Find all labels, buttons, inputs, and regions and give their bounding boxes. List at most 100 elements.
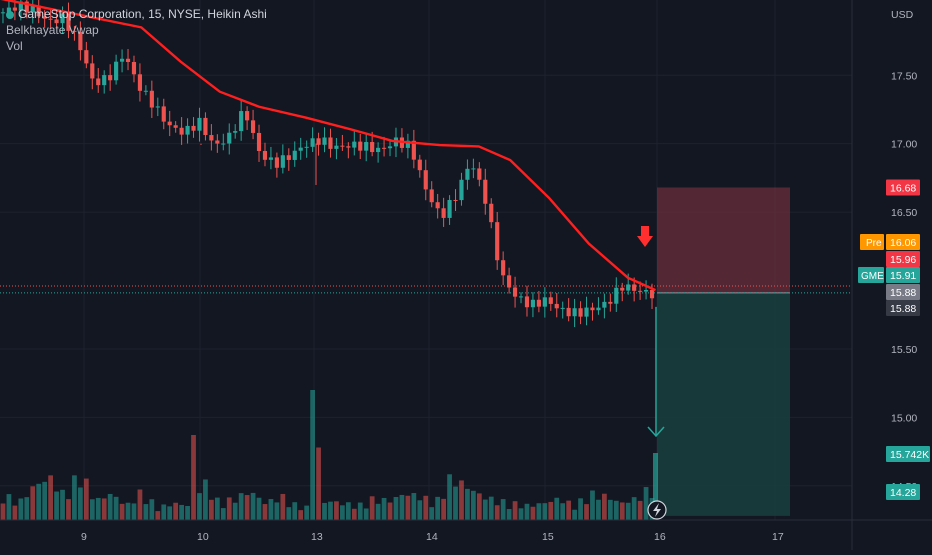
- volume-bar: [387, 502, 393, 520]
- volume-bar: [548, 501, 554, 520]
- volume-tag-bg: [886, 446, 930, 462]
- candle-body: [54, 19, 59, 24]
- candle-body: [250, 120, 256, 133]
- stop-price-tag: 16.68: [890, 182, 916, 194]
- volume-bar: [286, 507, 292, 520]
- volume-bar: [423, 495, 429, 520]
- volume-bar: [274, 502, 280, 520]
- volume-tag: 15.742K: [890, 449, 929, 461]
- candle-body: [465, 168, 470, 180]
- target-price-tag: 14.28: [890, 487, 916, 499]
- volume-bar: [214, 497, 220, 520]
- stop-loss-zone[interactable]: [657, 187, 790, 293]
- volume-bar: [173, 502, 179, 520]
- volume-bar: [465, 488, 470, 520]
- candle-body: [471, 168, 476, 170]
- y-tick-label: 15.00: [891, 412, 917, 424]
- candle-body: [370, 142, 375, 153]
- volume-bar: [66, 499, 71, 520]
- volume-bar: [185, 506, 190, 520]
- volume-bar: [12, 505, 18, 520]
- candle-body: [512, 287, 518, 297]
- indicator-belkhayate-vwap[interactable]: Belkhayate Vwap: [6, 23, 99, 37]
- volume-bar: [536, 503, 542, 520]
- volume-bar: [494, 505, 500, 520]
- volume-bar: [435, 496, 441, 520]
- candle-body: [66, 13, 71, 31]
- candle-body: [96, 78, 101, 86]
- candle-body: [239, 111, 244, 132]
- target-price-tag-bg: [886, 484, 920, 500]
- volume-bar: [607, 499, 613, 520]
- x-tick-label-14: 14: [426, 531, 438, 543]
- candle-body: [185, 125, 190, 135]
- candle-body: [42, 16, 47, 19]
- pre-price-tag: 16.06: [890, 237, 916, 249]
- volume-bar: [250, 492, 256, 520]
- candle-body: [131, 61, 137, 75]
- candle-body: [209, 135, 214, 141]
- chart-legend: GameStop Corporation, 15, NYSE, Heikin A…: [6, 6, 267, 54]
- candle-body: [459, 179, 464, 201]
- candle-body: [286, 155, 291, 160]
- candle-body: [376, 147, 381, 153]
- target-arrow-head: [647, 426, 665, 438]
- volume-bar: [197, 493, 202, 520]
- volume-bar: [328, 501, 333, 520]
- indicator-volume[interactable]: Vol: [6, 39, 23, 53]
- candle-body: [24, 1, 29, 13]
- volume-bar: [334, 501, 339, 520]
- symbol-label: GME: [861, 271, 884, 282]
- pre-label: Pre: [866, 238, 882, 249]
- candle-body: [530, 299, 536, 308]
- candle-body: [125, 58, 131, 62]
- candle-body: [227, 132, 232, 144]
- y-tick-label: 15.50: [891, 344, 917, 356]
- volume-bar: [30, 486, 36, 520]
- short-signal-arrow-icon: [637, 226, 653, 247]
- x-tick-label-15: 15: [542, 531, 554, 543]
- candle-body: [310, 138, 315, 147]
- take-profit-zone[interactable]: [657, 292, 790, 516]
- pre-tag-bg: [860, 234, 884, 250]
- legend-title: GameStop Corporation, 15, NYSE, Heikin A…: [18, 7, 267, 21]
- volume-bar: [512, 501, 518, 520]
- red-line-price-tag-bg: [886, 251, 920, 267]
- candle-body: [352, 141, 357, 148]
- candle-body: [262, 150, 268, 160]
- y-tick-label: 17.00: [891, 139, 917, 151]
- last-price-tag-bg: [886, 267, 920, 283]
- volume-bar: [447, 474, 452, 520]
- candle-body: [518, 296, 524, 298]
- volume-bar: [417, 500, 423, 520]
- volume-bar: [316, 447, 321, 520]
- candle-body: [268, 157, 274, 160]
- volume-bar: [54, 491, 59, 520]
- legend-title-row[interactable]: GameStop Corporation, 15, NYSE, Heikin A…: [6, 6, 267, 22]
- candle-body: [292, 150, 297, 160]
- volume-bar: [125, 502, 131, 520]
- stop-price-tag-bg: [886, 179, 920, 196]
- volume-bar: [78, 487, 83, 520]
- volume-bar: [554, 497, 560, 520]
- volume-bar: [226, 497, 232, 520]
- dark-price-tag-bg: [886, 300, 920, 316]
- volume-bar: [340, 505, 345, 520]
- volume-bar: [36, 483, 42, 520]
- candle-body: [108, 75, 113, 81]
- volume-bar: [298, 510, 304, 520]
- candle-body: [590, 307, 595, 311]
- volume-bar: [381, 497, 387, 520]
- candle-body: [542, 297, 547, 307]
- candle-body: [358, 141, 363, 151]
- dark-price-tag: 15.88: [890, 303, 916, 315]
- candle-body: [602, 301, 607, 308]
- volume-bar: [280, 493, 286, 520]
- x-tick-label-9: 9: [81, 531, 87, 543]
- candle-body: [387, 146, 393, 149]
- volume-bar: [530, 506, 536, 520]
- candle-body: [560, 307, 565, 309]
- x-tick-label-16: 16: [654, 531, 666, 543]
